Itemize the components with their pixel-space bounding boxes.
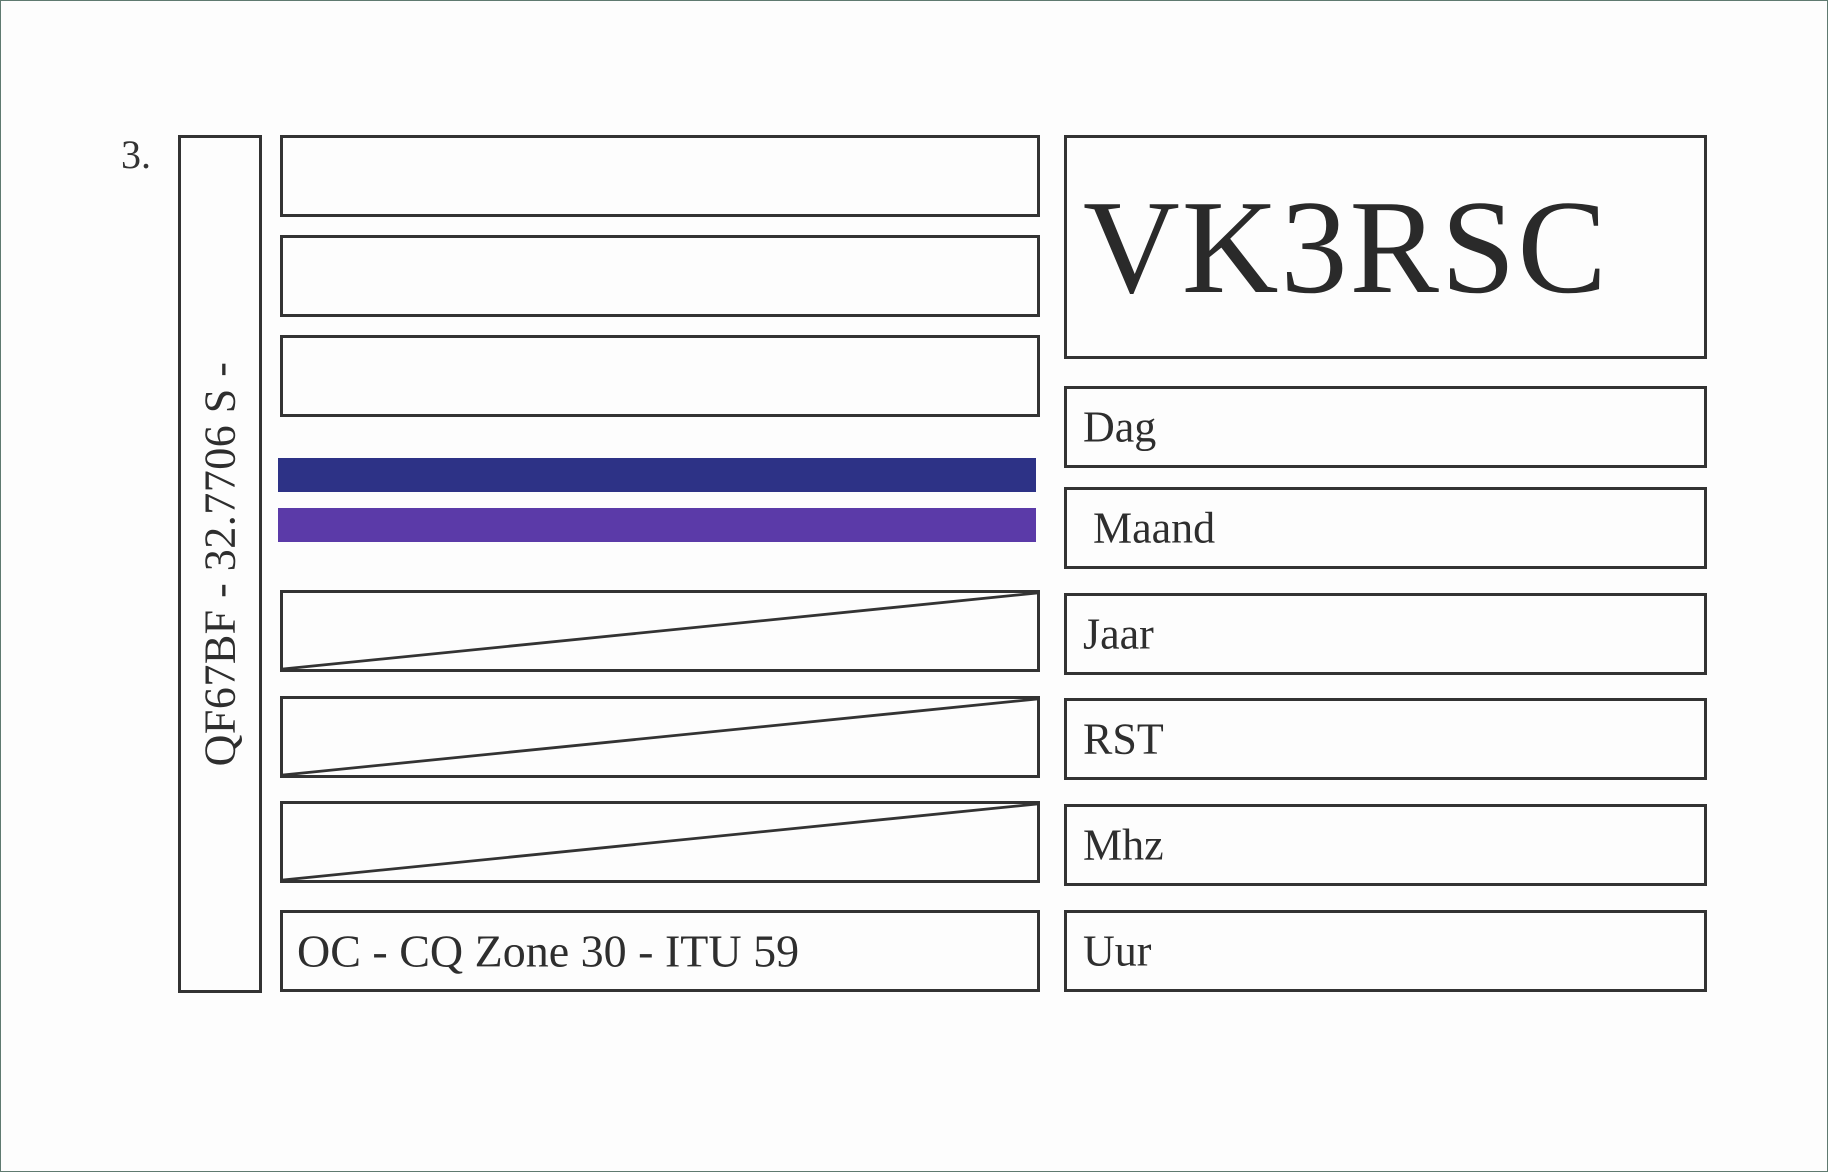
zone-box: OC - CQ Zone 30 - ITU 59 [280,910,1040,992]
diagonal-box-3 [280,801,1040,883]
field-jaar: Jaar [1064,593,1707,675]
color-band-top [278,458,1036,492]
blank-box-2 [280,235,1040,317]
diagonal-line-2 [282,697,1038,777]
field-maand: Maand [1064,487,1707,569]
field-dag-label: Dag [1083,402,1157,452]
zone-text: OC - CQ Zone 30 - ITU 59 [297,925,800,977]
field-mhz-label: Mhz [1083,820,1164,870]
diagonal-line-3 [282,802,1038,882]
diagonal-box-1 [280,590,1040,672]
diagonal-line-1 [282,591,1038,671]
field-rst-label: RST [1083,714,1164,764]
blank-box-3 [280,335,1040,417]
callsign: VK3RSC [1083,173,1609,321]
field-rst: RST [1064,698,1707,780]
blank-box-1 [280,135,1040,217]
locator-text: QF67BF - 32.7706 S - [195,361,245,767]
field-dag: Dag [1064,386,1707,468]
field-jaar-label: Jaar [1083,609,1154,659]
locator-column: QF67BF - 32.7706 S - [178,135,262,993]
field-maand-label: Maand [1093,503,1216,553]
field-uur-label: Uur [1083,926,1152,976]
diagonal-box-2 [280,696,1040,778]
card-number: 3. [121,132,151,177]
field-mhz: Mhz [1064,804,1707,886]
callsign-box: VK3RSC [1064,135,1707,359]
field-uur: Uur [1064,910,1707,992]
color-band-bottom [278,508,1036,542]
